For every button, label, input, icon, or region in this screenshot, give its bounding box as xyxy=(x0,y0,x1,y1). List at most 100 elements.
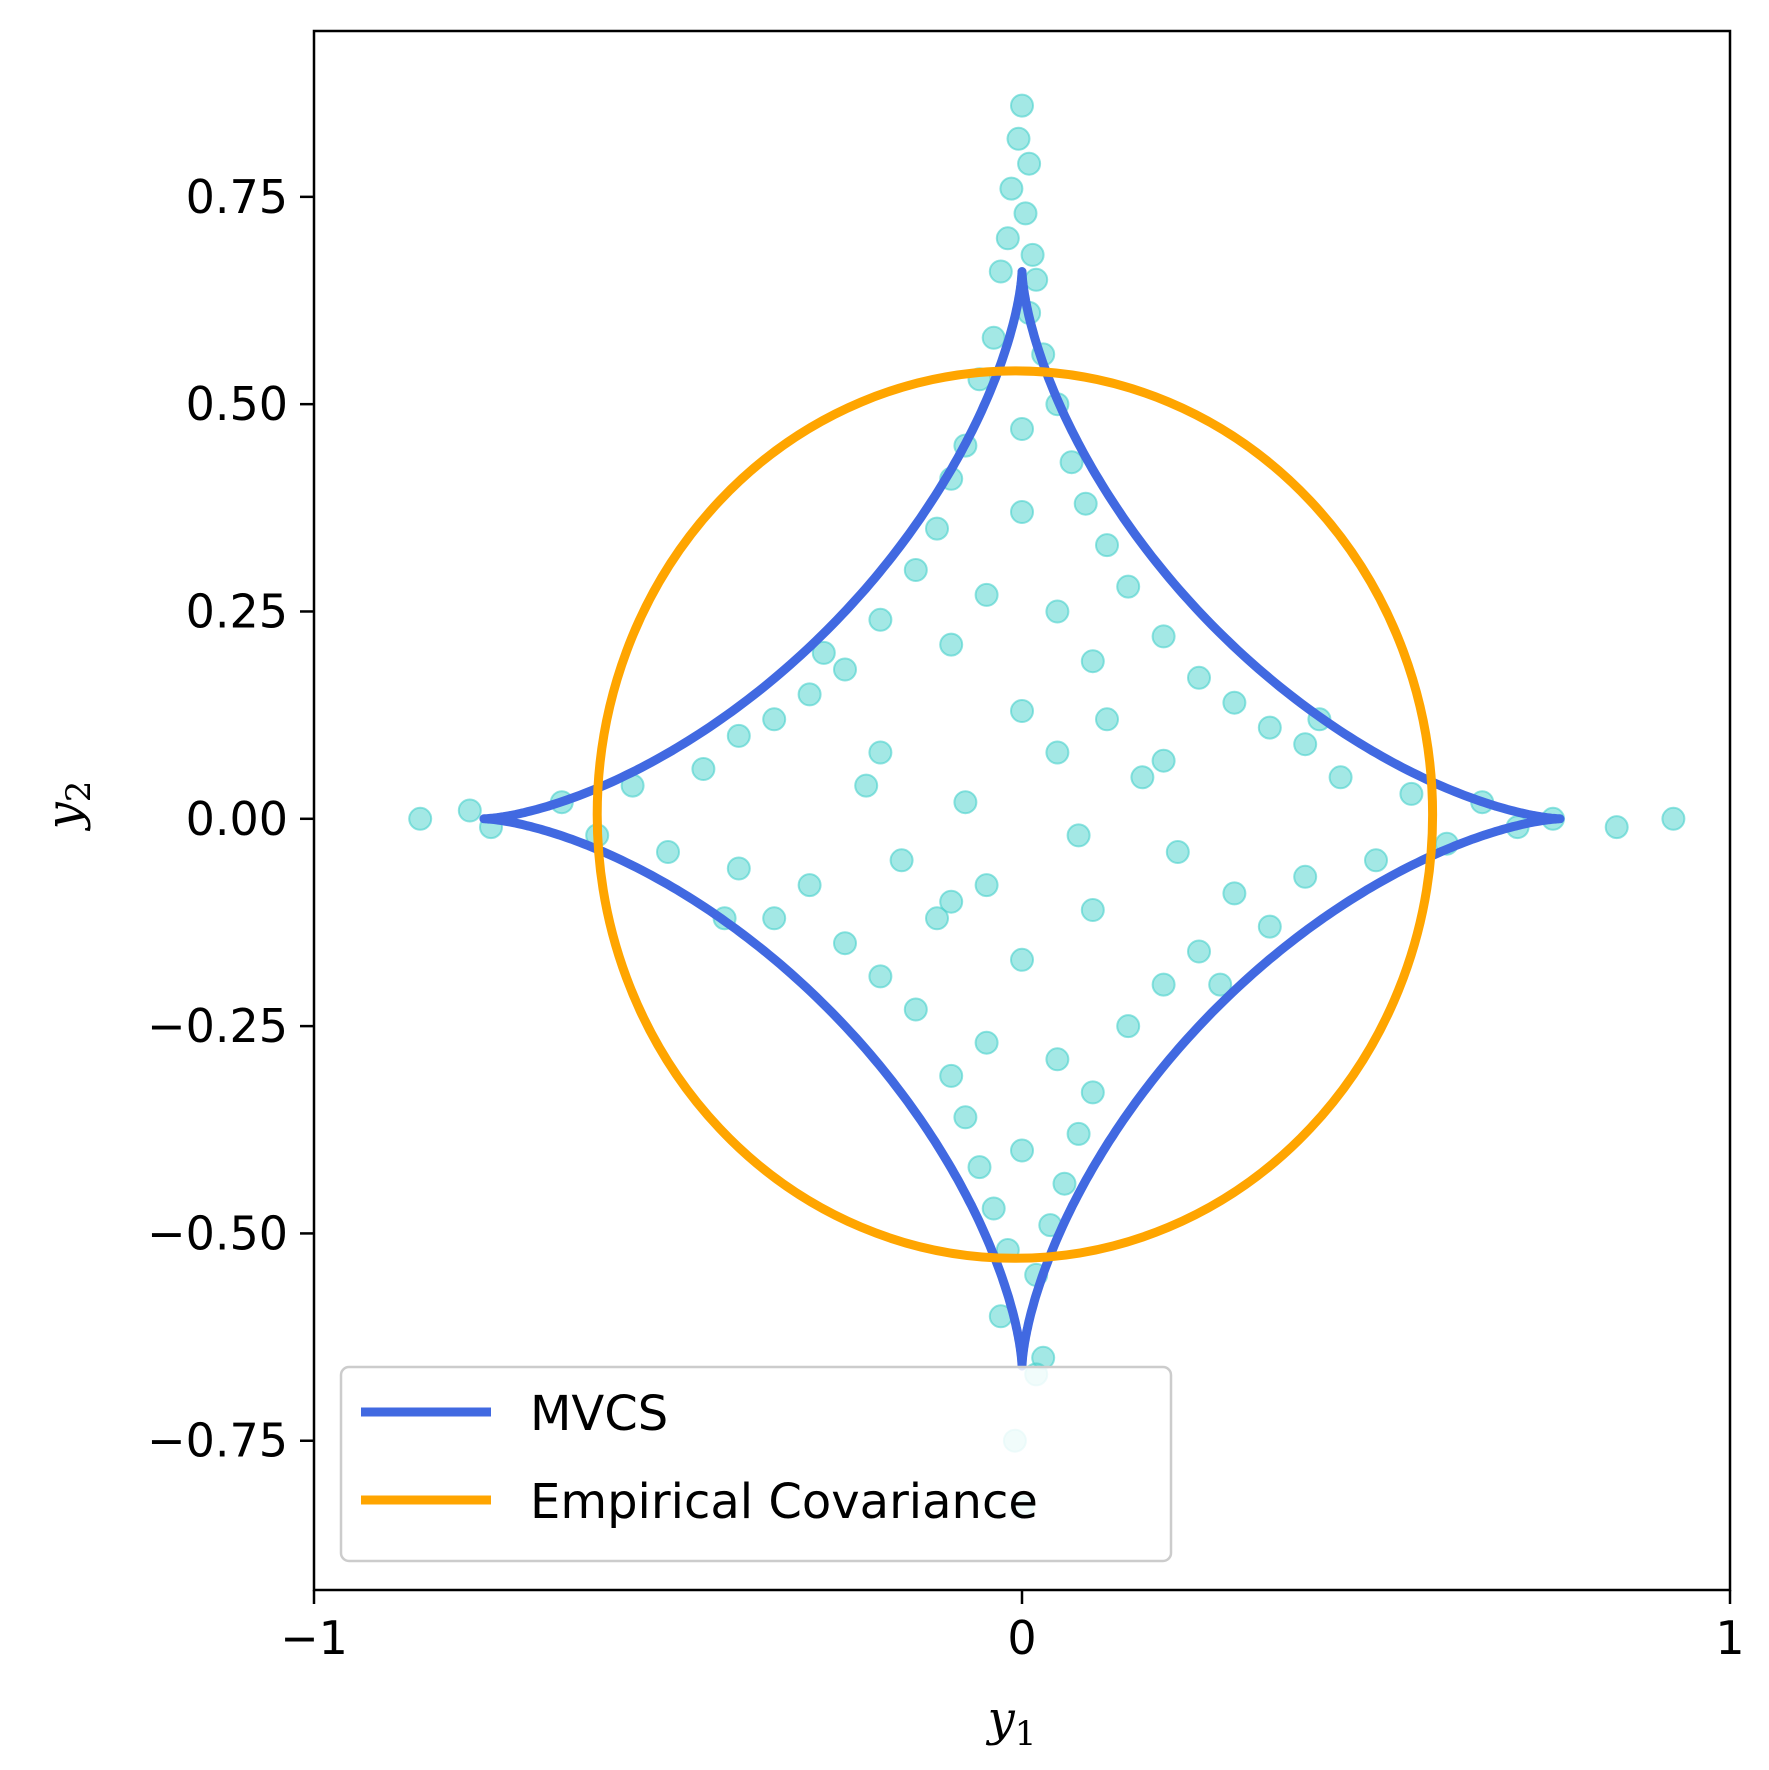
scatter-point xyxy=(762,906,787,931)
scatter-point xyxy=(1604,815,1629,840)
scatter-point xyxy=(939,632,964,657)
scatter-point xyxy=(691,757,716,781)
y-tick-label: −0.50 xyxy=(147,1206,288,1260)
scatter-point xyxy=(1066,1121,1091,1146)
x-tick-label: 1 xyxy=(1715,1611,1744,1665)
scatter-point xyxy=(1222,881,1247,906)
y-tick-label: 0.50 xyxy=(186,377,288,431)
y-tick-label: −0.25 xyxy=(147,999,288,1053)
scatter-point xyxy=(1130,765,1155,790)
scatter-point xyxy=(1010,417,1034,441)
scatter-point xyxy=(953,1105,978,1130)
scatter-point xyxy=(1010,93,1034,118)
scatter-point xyxy=(1024,267,1049,292)
scatter-point xyxy=(889,848,914,873)
scatter-point xyxy=(925,906,949,931)
scatter-point xyxy=(1013,201,1038,226)
scatter-point xyxy=(1066,823,1091,848)
scatter-point xyxy=(1116,1014,1141,1039)
scatter-point xyxy=(1006,126,1031,151)
scatter-point xyxy=(974,1030,999,1055)
x-tick-label: 0 xyxy=(1007,1611,1036,1665)
scatter-point xyxy=(1045,740,1070,765)
scatter-point xyxy=(854,773,879,798)
scatter-point xyxy=(1257,914,1282,939)
scatter-point xyxy=(1020,242,1045,267)
x-axis-label: y1 xyxy=(986,1691,1037,1754)
scatter-point xyxy=(1059,450,1084,475)
scatter-point xyxy=(1165,840,1190,864)
scatter-point xyxy=(1073,491,1098,516)
scatter-point xyxy=(811,640,836,665)
x-axis-label-subscript: 1 xyxy=(1015,1714,1037,1754)
scatter-point xyxy=(1080,1080,1105,1105)
scatter-point xyxy=(981,1196,1006,1221)
scatter-point xyxy=(1010,500,1034,524)
scatter-point xyxy=(1257,715,1282,740)
scatter-point xyxy=(457,798,482,823)
scatter-point xyxy=(1010,947,1034,972)
scatter-point xyxy=(1151,624,1176,649)
scatter-point xyxy=(939,1063,964,1088)
scatter-point xyxy=(1095,533,1119,558)
y-tick-label: 0.75 xyxy=(186,170,288,224)
scatter-point xyxy=(656,840,680,864)
scatter-point xyxy=(1116,574,1141,599)
legend: MVCS Empirical Covariance xyxy=(339,1365,1173,1563)
scatter-point xyxy=(1328,765,1353,790)
scatter-point xyxy=(1080,649,1105,674)
scatter-point xyxy=(408,806,433,831)
scatter-point xyxy=(868,964,893,989)
scatter-point xyxy=(833,657,857,682)
scatter-point xyxy=(1222,690,1247,715)
scatter-point xyxy=(797,682,822,707)
scatter-point xyxy=(988,259,1013,284)
y-tick-label: −0.75 xyxy=(147,1414,288,1468)
empirical-covariance-ellipse xyxy=(592,366,1438,1263)
scatter-point xyxy=(1364,848,1388,873)
scatter-point xyxy=(868,607,893,632)
y-tick-label: 0.00 xyxy=(186,792,288,846)
scatter-point xyxy=(833,931,857,956)
scatter-point xyxy=(868,740,893,765)
scatter-point xyxy=(1010,1138,1034,1163)
scatter-point xyxy=(1293,864,1318,889)
scatter-point xyxy=(1399,781,1424,806)
x-tick-label: −1 xyxy=(280,1611,348,1665)
scatter-point xyxy=(995,226,1020,251)
legend-label-empirical-covariance: Empirical Covariance xyxy=(530,1474,1038,1530)
scatter-point xyxy=(1208,972,1233,997)
scatter-point xyxy=(726,723,751,748)
scatter-point xyxy=(797,873,822,898)
scatter-point xyxy=(903,558,928,582)
legend-box xyxy=(339,1365,1173,1563)
x-axis: −1 0 1 xyxy=(280,1590,1745,1665)
scatter-point xyxy=(974,582,999,607)
scatter-point xyxy=(903,997,928,1022)
scatter-point xyxy=(967,1155,992,1180)
scatter-point xyxy=(1187,939,1211,964)
scatter-point xyxy=(1045,599,1070,624)
scatter-point xyxy=(1151,972,1176,997)
scatter-point xyxy=(1095,707,1119,732)
scatter-point xyxy=(939,889,964,914)
y-tick-label: 0.25 xyxy=(186,584,288,638)
scatter-point xyxy=(1187,665,1211,690)
scatter-point xyxy=(925,516,949,541)
scatter-point xyxy=(1017,151,1042,176)
scatter-point xyxy=(1045,1047,1070,1072)
scatter-point xyxy=(974,873,999,898)
y-axis-label-subscript: 2 xyxy=(59,781,99,803)
scatter-point xyxy=(1080,898,1105,922)
scatter-point xyxy=(726,856,751,881)
scatter-point xyxy=(1293,732,1318,757)
legend-label-mvcs: MVCS xyxy=(530,1386,668,1442)
scatter-point xyxy=(1661,806,1686,831)
scatter-point xyxy=(1052,1171,1077,1196)
mvcs-curve xyxy=(479,267,1565,1371)
y-axis-label: y2 xyxy=(36,781,99,832)
scatter-point xyxy=(1010,699,1034,723)
scatter-point xyxy=(1151,748,1176,773)
curves xyxy=(479,267,1565,1371)
